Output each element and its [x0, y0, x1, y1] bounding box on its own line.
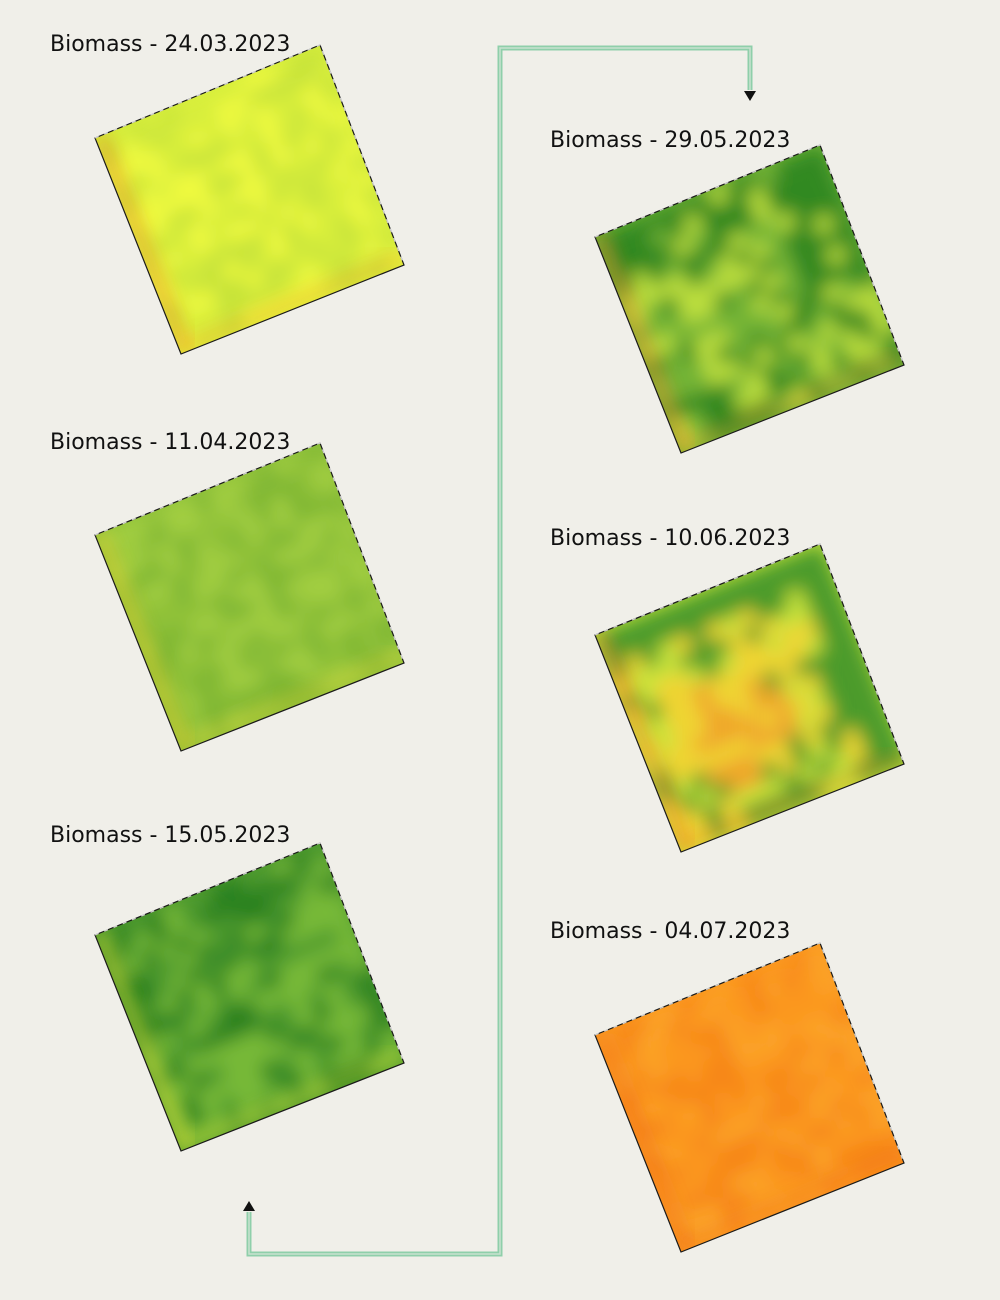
panel-title-15-05-2023: Biomass - 15.05.2023: [50, 823, 291, 848]
field-map-29-05-2023: [594, 144, 905, 454]
field-map-24-03-2023: [94, 44, 405, 355]
arrowhead-down-icon: [744, 91, 756, 101]
field-map-11-04-2023: [94, 442, 405, 752]
arrowhead-up-icon: [243, 1201, 255, 1211]
panel-title-29-05-2023: Biomass - 29.05.2023: [550, 128, 791, 153]
field-map-10-06-2023: [594, 543, 905, 853]
timeline-connector-inner: [248, 47, 751, 1255]
panel-title-11-04-2023: Biomass - 11.04.2023: [50, 430, 291, 455]
field-map-15-05-2023: [94, 842, 405, 1152]
panel-title-10-06-2023: Biomass - 10.06.2023: [550, 526, 791, 551]
field-map-04-07-2023: [594, 942, 905, 1253]
panel-title-24-03-2023: Biomass - 24.03.2023: [50, 32, 291, 57]
panel-title-04-07-2023: Biomass - 04.07.2023: [550, 919, 791, 944]
